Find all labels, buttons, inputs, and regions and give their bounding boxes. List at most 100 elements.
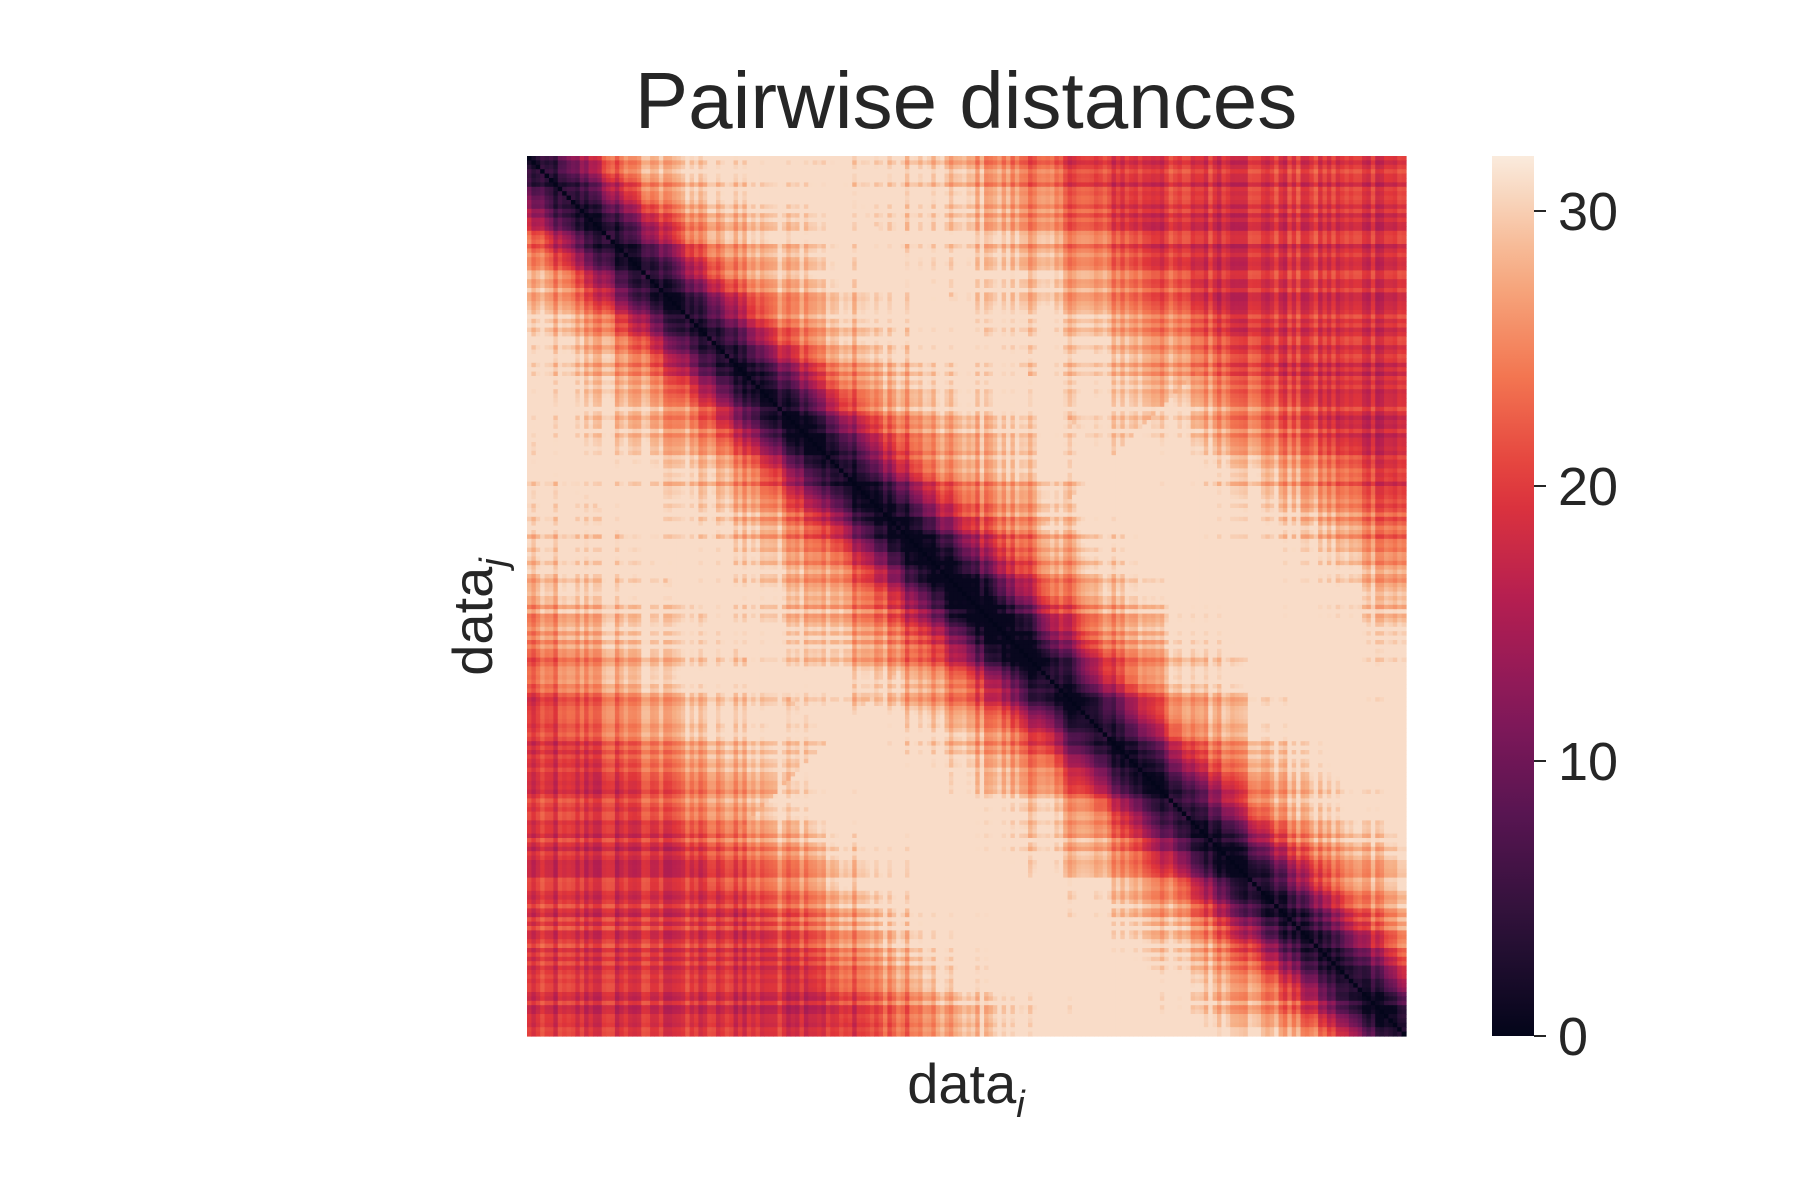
heatmap-cell xyxy=(773,231,778,236)
heatmap-cell xyxy=(782,235,787,240)
heatmap-cell xyxy=(1169,253,1174,258)
heatmap-cell xyxy=(887,218,892,223)
heatmap-cell xyxy=(593,200,598,205)
heatmap-cell xyxy=(1292,244,1297,249)
heatmap-cell xyxy=(1090,235,1095,240)
heatmap-cell xyxy=(1375,169,1380,174)
heatmap-cell xyxy=(1191,218,1196,223)
heatmap-cell xyxy=(799,156,804,161)
heatmap-cell xyxy=(1155,248,1160,253)
heatmap-cell xyxy=(984,174,989,179)
heatmap-cell xyxy=(1305,257,1310,262)
heatmap-cell xyxy=(962,209,967,214)
heatmap-cell xyxy=(729,200,734,205)
heatmap-cell xyxy=(1226,218,1231,223)
heatmap-cell xyxy=(988,231,993,236)
heatmap-cell xyxy=(1199,191,1204,196)
heatmap-cell xyxy=(1402,218,1407,223)
heatmap-cell xyxy=(958,174,963,179)
heatmap-cell xyxy=(835,174,840,179)
heatmap-cell xyxy=(1235,165,1240,170)
heatmap-cell xyxy=(1177,196,1182,201)
heatmap-cell xyxy=(1098,182,1103,187)
heatmap-cell xyxy=(826,253,831,258)
heatmap-cell xyxy=(1204,257,1209,262)
heatmap-cell xyxy=(980,248,985,253)
heatmap-cell xyxy=(589,222,594,227)
heatmap-cell xyxy=(830,187,835,192)
heatmap-cell xyxy=(1103,262,1108,267)
heatmap-cell xyxy=(1125,240,1130,245)
heatmap-cell xyxy=(861,174,866,179)
heatmap-cell xyxy=(909,226,914,231)
heatmap-cell xyxy=(773,248,778,253)
heatmap-cell xyxy=(839,248,844,253)
heatmap-cell xyxy=(1393,200,1398,205)
heatmap-cell xyxy=(1081,204,1086,209)
heatmap-cell xyxy=(1006,257,1011,262)
heatmap-cell xyxy=(1226,196,1231,201)
heatmap-cell xyxy=(1388,200,1393,205)
heatmap-cell xyxy=(1362,204,1367,209)
heatmap-cell xyxy=(764,169,769,174)
heatmap-cell xyxy=(975,235,980,240)
heatmap-cell xyxy=(1094,235,1099,240)
heatmap-cell xyxy=(1006,204,1011,209)
heatmap-cell xyxy=(637,165,642,170)
heatmap-cell xyxy=(637,244,642,249)
heatmap-cell xyxy=(1257,213,1262,218)
heatmap-cell xyxy=(1186,209,1191,214)
heatmap-cell xyxy=(742,248,747,253)
heatmap-cell xyxy=(1230,169,1235,174)
heatmap-cell xyxy=(1010,209,1015,214)
heatmap-cell xyxy=(1019,204,1024,209)
heatmap-cell xyxy=(1177,262,1182,267)
heatmap-cell xyxy=(1318,235,1323,240)
heatmap-cell xyxy=(558,182,563,187)
heatmap-cell xyxy=(540,160,545,165)
heatmap-cell xyxy=(808,244,813,249)
heatmap-cell xyxy=(1050,240,1055,245)
heatmap-cell xyxy=(799,178,804,183)
heatmap-cell xyxy=(865,204,870,209)
heatmap-cell xyxy=(654,156,659,161)
heatmap-cell xyxy=(1380,169,1385,174)
heatmap-cell xyxy=(575,226,580,231)
heatmap-cell xyxy=(760,235,765,240)
heatmap-cell xyxy=(1120,222,1125,227)
heatmap-cell xyxy=(1252,191,1257,196)
heatmap-cell xyxy=(962,187,967,192)
heatmap-cell xyxy=(1336,200,1341,205)
heatmap-cell xyxy=(602,231,607,236)
heatmap-cell xyxy=(1160,156,1165,161)
heatmap-cell xyxy=(883,218,888,223)
heatmap-cell xyxy=(883,257,888,262)
heatmap-cell xyxy=(1151,165,1156,170)
heatmap-cell xyxy=(1296,169,1301,174)
heatmap-cell xyxy=(1296,244,1301,249)
heatmap-cell xyxy=(914,218,919,223)
heatmap-cell xyxy=(624,178,629,183)
heatmap-cell xyxy=(1160,174,1165,179)
heatmap-cell xyxy=(536,209,541,214)
heatmap-cell xyxy=(553,178,558,183)
heatmap-cell xyxy=(1094,204,1099,209)
heatmap-cell xyxy=(817,248,822,253)
heatmap-cell xyxy=(1019,169,1024,174)
heatmap-cell xyxy=(1204,165,1209,170)
heatmap-cell xyxy=(791,160,796,165)
heatmap-cell xyxy=(1116,169,1121,174)
heatmap-cell xyxy=(1138,196,1143,201)
heatmap-cell xyxy=(1046,174,1051,179)
heatmap-cell xyxy=(1287,213,1292,218)
heatmap-cell xyxy=(1204,240,1209,245)
heatmap-cell xyxy=(1199,165,1204,170)
heatmap-cell xyxy=(760,257,765,262)
heatmap-cell xyxy=(879,209,884,214)
heatmap-cell xyxy=(852,248,857,253)
heatmap-cell xyxy=(997,218,1002,223)
heatmap-cell xyxy=(1120,244,1125,249)
heatmap-cell xyxy=(1147,174,1152,179)
heatmap-cell xyxy=(738,262,743,267)
heatmap-cell xyxy=(1195,262,1200,267)
